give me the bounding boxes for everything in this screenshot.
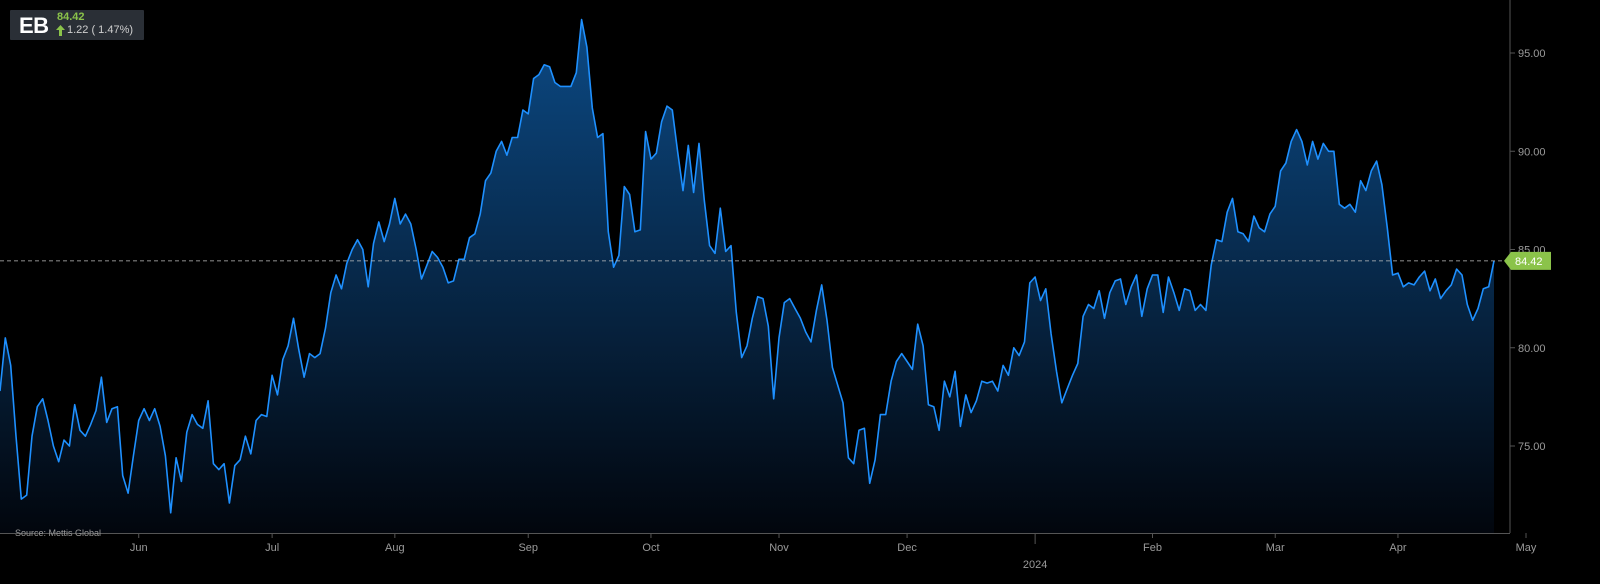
x-tick-label: Feb	[1143, 542, 1162, 554]
arrow-up-icon	[56, 25, 65, 36]
x-tick-label: Apr	[1389, 542, 1406, 554]
last-price-tag: 84.42	[1504, 251, 1551, 270]
x-tick-label: Mar	[1266, 542, 1285, 554]
ticker-symbol: EB	[19, 13, 49, 38]
source-note: Source: Mettis Global	[15, 528, 102, 538]
y-tick-label: 80.00	[1518, 343, 1546, 355]
ticker-change: 1.22 ( 1.47%)	[67, 24, 134, 36]
y-tick-label: 90.00	[1518, 146, 1546, 158]
year-label: 2024	[1023, 559, 1047, 571]
area-fill	[0, 19, 1494, 534]
x-axis-ticks: Jun Jul Aug Sep Oct Nov Dec Feb Mar Apr May 2024	[130, 533, 1537, 571]
x-tick-label: Jun	[130, 542, 148, 554]
series-line	[0, 18, 1495, 514]
y-tick-label: 95.00	[1518, 48, 1546, 60]
last-price-tag-shape	[1504, 251, 1551, 270]
x-tick-label: May	[1516, 542, 1537, 554]
last-price-tag-label: 84.42	[1515, 256, 1543, 268]
ticker-box: EB 84.42 1.22 ( 1.47%)	[10, 10, 144, 40]
x-tick-label: Oct	[642, 542, 659, 554]
ticker-price: 84.42	[57, 11, 85, 23]
x-tick-label: Sep	[518, 542, 538, 554]
y-tick-label: 75.00	[1518, 441, 1546, 453]
x-tick-label: Jul	[265, 542, 279, 554]
x-tick-label: Dec	[897, 542, 917, 554]
x-tick-label: Aug	[385, 542, 405, 554]
x-tick-label: Nov	[769, 542, 789, 554]
